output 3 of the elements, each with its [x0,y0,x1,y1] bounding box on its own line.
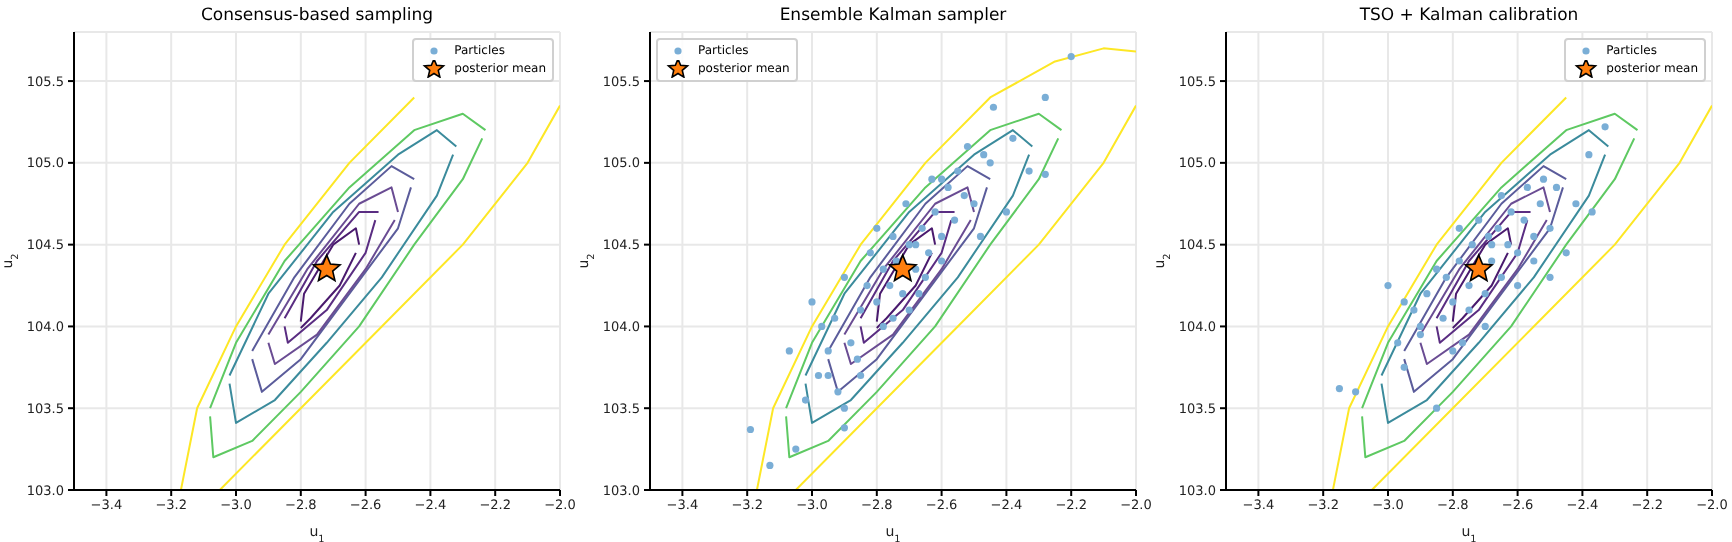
chart-title: TSO + Kalman calibration [1357,6,1581,26]
chart-title: Consensus-based sampling [198,6,436,26]
chart-title: Ensemble Kalman sampler [777,6,1009,26]
